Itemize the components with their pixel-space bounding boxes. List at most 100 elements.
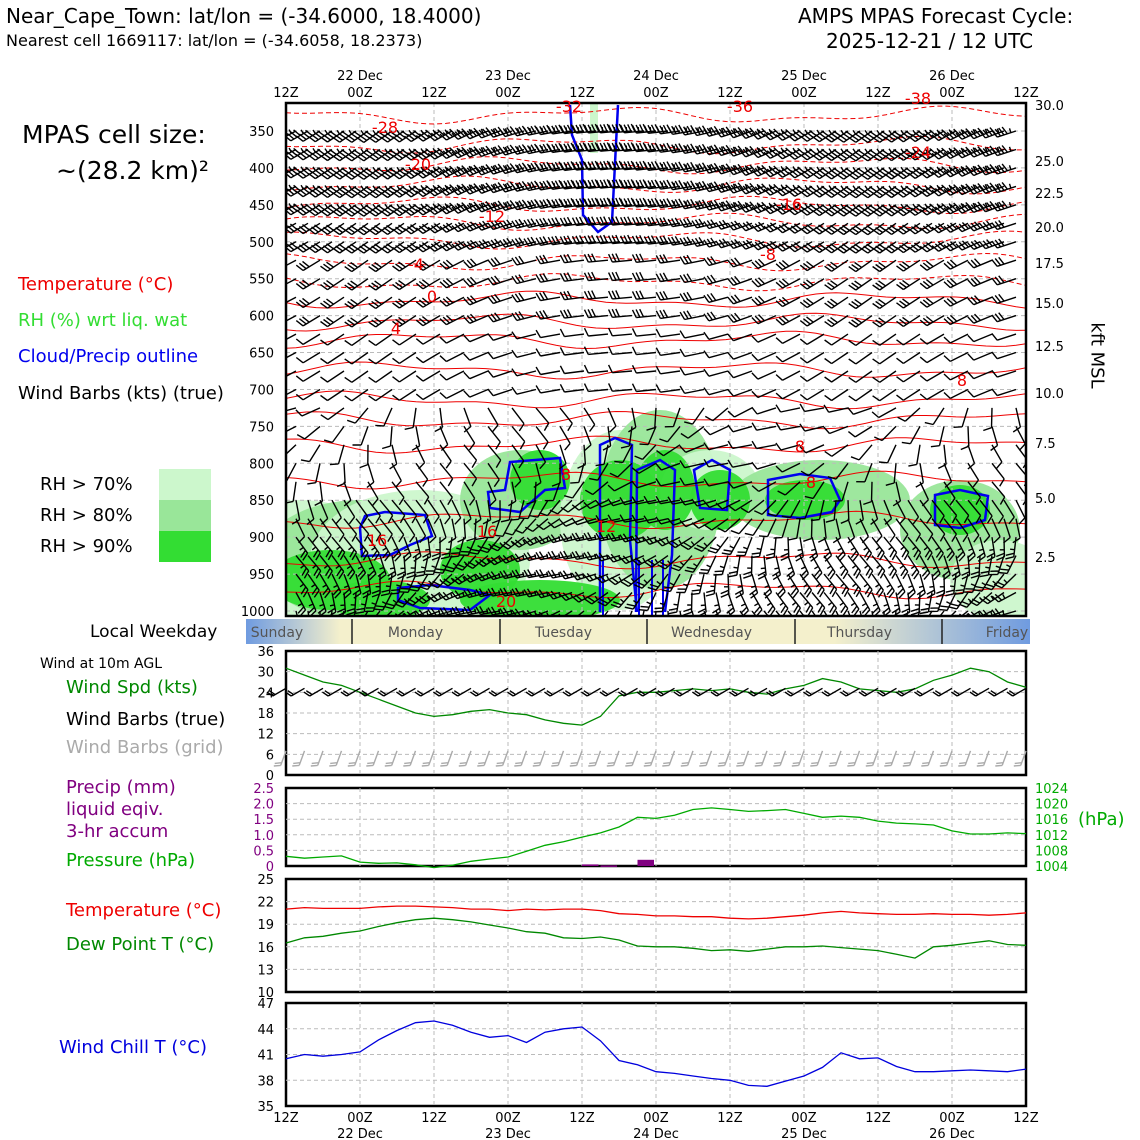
cross-wind-barb bbox=[511, 462, 522, 488]
cross-wind-barb bbox=[767, 499, 789, 517]
cross-wind-barb bbox=[991, 238, 1017, 249]
cross-wind-barb bbox=[342, 573, 352, 599]
cross-wind-barb bbox=[344, 315, 369, 328]
cross-wind-barb bbox=[951, 555, 961, 581]
cross-wind-barb bbox=[595, 234, 621, 245]
cross-wind-barb bbox=[872, 296, 897, 309]
cross-wind-barb bbox=[799, 278, 825, 290]
cross-wind-barb bbox=[919, 314, 945, 327]
cross-wind-barb bbox=[619, 514, 645, 523]
surface-wind-barb bbox=[636, 687, 657, 697]
cross-wind-barb bbox=[511, 386, 537, 395]
cross-wind-barb bbox=[547, 550, 573, 560]
cross-wind-barb bbox=[824, 148, 849, 162]
cross-wind-barb bbox=[392, 351, 417, 364]
legend-temperature: Temperature (°C) bbox=[18, 274, 174, 295]
cross-wind-barb bbox=[355, 499, 369, 524]
cross-wind-barb bbox=[320, 407, 345, 421]
cross-wind-barb bbox=[727, 370, 753, 379]
wind-title: Wind at 10m AGL bbox=[40, 656, 163, 672]
cross-wind-barb bbox=[524, 518, 549, 533]
cross-wind-barb bbox=[392, 203, 417, 217]
surface-wind-barb bbox=[710, 687, 731, 697]
cross-wind-barb bbox=[511, 181, 537, 192]
cross-wind-barb bbox=[919, 184, 945, 198]
surface-wind-barb bbox=[1006, 687, 1027, 697]
cross-wind-barb bbox=[824, 315, 849, 328]
cross-wind-barb bbox=[511, 162, 537, 174]
cross-wind-barb bbox=[775, 404, 801, 413]
cross-wind-barb bbox=[487, 256, 513, 268]
cross-wind-barb bbox=[631, 123, 657, 134]
temp-contour-label: 8 bbox=[957, 371, 967, 390]
cross-wind-barb bbox=[487, 481, 497, 507]
cross-wind-barb bbox=[872, 166, 897, 180]
nearest-cell: Nearest cell 1669117: lat/lon = (-34.605… bbox=[6, 31, 423, 50]
cross-wind-barb bbox=[775, 202, 801, 215]
pressure-tick: 550 bbox=[249, 273, 274, 288]
cross-wind-barb bbox=[775, 442, 801, 451]
cross-wind-barb bbox=[332, 222, 357, 236]
cross-wind-barb bbox=[1012, 407, 1022, 433]
cross-wind-barb bbox=[487, 293, 513, 305]
cross-wind-barb bbox=[998, 555, 1017, 575]
cross-wind-barb bbox=[631, 480, 657, 489]
surface-wind-barb bbox=[858, 687, 879, 697]
cross-wind-barb bbox=[286, 129, 309, 142]
cross-wind-barb bbox=[356, 185, 381, 199]
cross-wind-barb bbox=[463, 481, 476, 506]
cross-wind-barb bbox=[559, 142, 585, 153]
grid-wind-barb bbox=[310, 750, 324, 767]
cross-wind-barb bbox=[463, 499, 472, 525]
surface-wind-barb bbox=[488, 687, 509, 697]
bottom-hour-tick: 00Z bbox=[347, 1111, 373, 1126]
cross-wind-barb bbox=[667, 217, 693, 228]
cross-wind-barb bbox=[352, 426, 369, 446]
cross-wind-barb bbox=[848, 129, 873, 143]
cross-wind-barb bbox=[634, 444, 657, 461]
cross-wind-barb bbox=[499, 570, 525, 580]
cross-wind-barb bbox=[607, 327, 633, 337]
cross-wind-barb bbox=[583, 572, 609, 582]
cross-wind-barb bbox=[427, 222, 453, 234]
cross-wind-barb bbox=[320, 148, 345, 162]
pressure-tick: 700 bbox=[249, 383, 274, 398]
cross-wind-barb bbox=[607, 197, 633, 208]
cross-wind-barb bbox=[464, 555, 489, 570]
cross-wind-barb bbox=[751, 201, 777, 214]
cross-wind-barb bbox=[872, 259, 897, 273]
wind-tick: 24 bbox=[257, 686, 274, 701]
cross-wind-barb bbox=[295, 278, 321, 290]
grid-wind-barb bbox=[329, 750, 343, 767]
cross-wind-barb bbox=[286, 259, 297, 267]
cross-wind-barb bbox=[872, 185, 897, 199]
cross-wind-barb bbox=[967, 295, 993, 306]
cross-wind-barb bbox=[943, 277, 969, 289]
top-date-label: 25 Dec bbox=[781, 69, 827, 84]
cross-wind-barb bbox=[415, 203, 441, 216]
cross-wind-barb bbox=[763, 573, 773, 599]
cross-wind-barb bbox=[751, 592, 763, 616]
cross-wind-barb bbox=[415, 278, 441, 290]
cross-wind-barb bbox=[547, 142, 573, 154]
cross-wind-barb bbox=[343, 536, 358, 561]
weekday-label: Local Weekday bbox=[90, 622, 218, 642]
cross-wind-barb bbox=[679, 367, 705, 376]
grid-wind-barb bbox=[421, 750, 435, 767]
cross-wind-barb bbox=[295, 573, 309, 598]
cross-wind-barb bbox=[787, 592, 802, 616]
cross-wind-barb bbox=[631, 216, 657, 226]
cross-wind-barb bbox=[504, 518, 525, 536]
cross-wind-barb bbox=[703, 499, 729, 509]
cross-wind-barb bbox=[825, 500, 837, 523]
cross-wind-barb bbox=[559, 383, 585, 393]
bottom-hour-tick: 12Z bbox=[1013, 1111, 1039, 1126]
cross-wind-barb bbox=[535, 198, 561, 209]
cross-wind-barb bbox=[788, 518, 801, 541]
cross-wind-barb bbox=[967, 518, 980, 543]
cross-wind-barb bbox=[331, 518, 345, 543]
cross-wind-barb bbox=[758, 518, 777, 538]
cross-wind-barb bbox=[836, 129, 861, 143]
cross-wind-barb bbox=[703, 478, 729, 487]
cross-wind-barb bbox=[355, 592, 369, 614]
